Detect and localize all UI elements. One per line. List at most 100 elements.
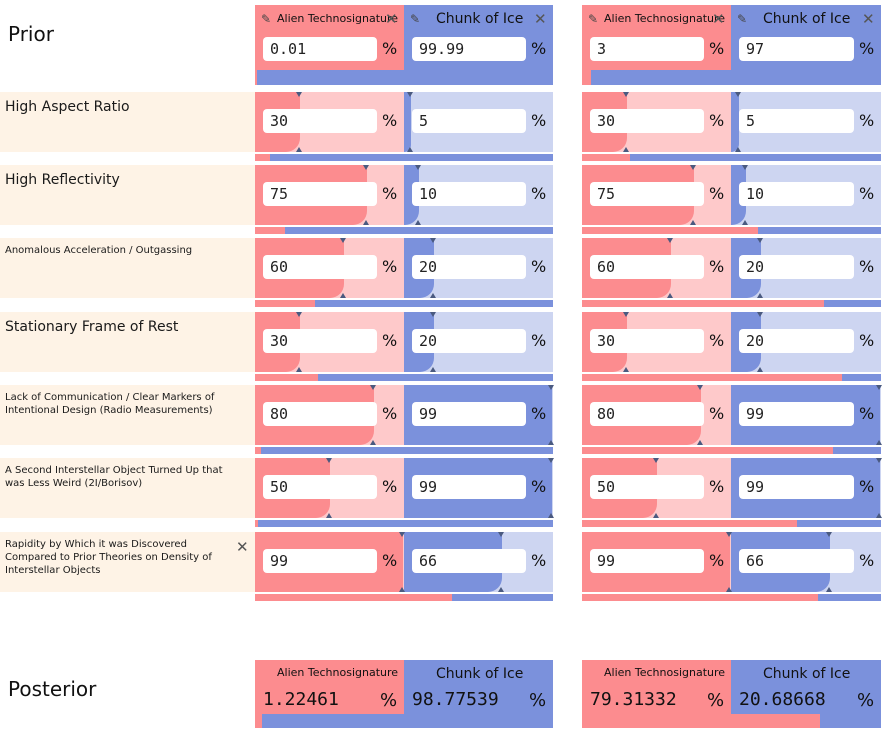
slider-handle[interactable] <box>498 587 505 592</box>
likelihood-h2-input[interactable]: 99 <box>739 475 854 499</box>
likelihood-h2-input[interactable]: 20 <box>739 329 854 353</box>
slider-handle[interactable] <box>742 220 748 225</box>
prior-h1-input[interactable]: 3 <box>590 37 704 61</box>
slider-handle[interactable] <box>340 238 347 243</box>
slider-handle[interactable] <box>498 532 505 537</box>
close-icon[interactable]: ✕ <box>236 538 249 556</box>
slider-handle[interactable] <box>667 293 674 298</box>
slider-handle[interactable] <box>697 440 704 445</box>
slider-handle[interactable] <box>407 147 414 152</box>
slider-handle[interactable] <box>414 165 421 170</box>
likelihood-h1-input[interactable]: 60 <box>590 255 704 279</box>
close-icon[interactable]: ✕ <box>862 10 875 28</box>
running-posterior-bar <box>255 447 553 454</box>
pencil-icon[interactable]: ✎ <box>737 12 748 26</box>
slider-handle[interactable] <box>414 220 421 225</box>
prior-h1-input[interactable]: 0.01 <box>263 37 377 61</box>
likelihood-h1-input[interactable]: 80 <box>263 402 377 426</box>
likelihood-h2-input[interactable]: 66 <box>412 549 526 573</box>
likelihood-h2-input[interactable]: 66 <box>739 549 854 573</box>
slider-handle[interactable] <box>757 312 763 317</box>
likelihood-h2-input[interactable]: 5 <box>739 109 854 133</box>
likelihood-h2-input[interactable]: 10 <box>739 182 854 206</box>
slider-handle[interactable] <box>429 367 436 372</box>
slider-handle[interactable] <box>429 312 436 317</box>
slider-handle[interactable] <box>826 532 832 537</box>
slider-handle[interactable] <box>295 92 302 97</box>
slider-handle[interactable] <box>295 367 302 372</box>
slider-handle[interactable] <box>547 458 554 463</box>
slider-handle[interactable] <box>689 165 696 170</box>
slider-handle[interactable] <box>734 92 741 97</box>
likelihood-h1-input[interactable]: 99 <box>590 549 704 573</box>
slider-handle[interactable] <box>547 385 554 390</box>
slider-handle[interactable] <box>652 458 659 463</box>
slider-handle[interactable] <box>325 458 332 463</box>
likelihood-h2-input[interactable]: 5 <box>412 109 526 133</box>
slider-handle[interactable] <box>689 220 696 225</box>
slider-handle[interactable] <box>875 385 882 390</box>
slider-handle[interactable] <box>398 532 405 537</box>
slider-handle[interactable] <box>734 147 741 152</box>
close-icon[interactable]: ✕ <box>385 10 398 28</box>
likelihood-h1-input[interactable]: 60 <box>263 255 377 279</box>
slider-handle[interactable] <box>325 513 332 518</box>
slider-handle[interactable] <box>398 587 405 592</box>
likelihood-h1-input[interactable]: 99 <box>263 549 377 573</box>
slider-handle[interactable] <box>429 238 436 243</box>
slider-handle[interactable] <box>547 440 554 445</box>
slider-handle[interactable] <box>757 367 763 372</box>
slider-handle[interactable] <box>622 147 629 152</box>
likelihood-h1-input[interactable]: 30 <box>263 109 377 133</box>
slider-handle[interactable] <box>826 587 832 592</box>
slider-handle[interactable] <box>362 165 369 170</box>
slider-handle[interactable] <box>295 312 302 317</box>
slider-handle[interactable] <box>370 440 377 445</box>
likelihood-h2-input[interactable]: 99 <box>739 402 854 426</box>
likelihood-h1-input[interactable]: 50 <box>590 475 704 499</box>
likelihood-h1-input[interactable]: 75 <box>263 182 377 206</box>
slider-handle[interactable] <box>875 513 882 518</box>
slider-handle[interactable] <box>725 587 732 592</box>
slider-handle[interactable] <box>875 440 882 445</box>
likelihood-h2-input[interactable]: 20 <box>412 255 526 279</box>
percent-sign: % <box>382 404 398 423</box>
slider-handle[interactable] <box>407 92 414 97</box>
slider-handle[interactable] <box>362 220 369 225</box>
slider-handle[interactable] <box>652 513 659 518</box>
likelihood-h1-input[interactable]: 80 <box>590 402 704 426</box>
slider-handle[interactable] <box>340 293 347 298</box>
close-icon[interactable]: ✕ <box>712 10 725 28</box>
likelihood-h2-input[interactable]: 20 <box>739 255 854 279</box>
slider-handle[interactable] <box>725 532 732 537</box>
likelihood-h2-input[interactable]: 99 <box>412 402 526 426</box>
pencil-icon[interactable]: ✎ <box>588 12 599 26</box>
prior-h2-input[interactable]: 97 <box>739 37 854 61</box>
pencil-icon[interactable]: ✎ <box>410 12 421 26</box>
prior-h2-input[interactable]: 99.99 <box>412 37 526 61</box>
slider-handle[interactable] <box>757 238 763 243</box>
evidence-label: A Second Interstellar Object Turned Up t… <box>5 465 223 489</box>
slider-handle[interactable] <box>742 165 748 170</box>
pencil-icon[interactable]: ✎ <box>261 12 272 26</box>
likelihood-h2-input[interactable]: 10 <box>412 182 526 206</box>
close-icon[interactable]: ✕ <box>534 10 547 28</box>
slider-handle[interactable] <box>622 312 629 317</box>
likelihood-h1-input[interactable]: 50 <box>263 475 377 499</box>
slider-handle[interactable] <box>757 293 763 298</box>
likelihood-h1-input[interactable]: 30 <box>590 329 704 353</box>
likelihood-h1-input[interactable]: 75 <box>590 182 704 206</box>
slider-handle[interactable] <box>370 385 377 390</box>
slider-handle[interactable] <box>429 293 436 298</box>
likelihood-h2-input[interactable]: 20 <box>412 329 526 353</box>
slider-handle[interactable] <box>622 367 629 372</box>
slider-handle[interactable] <box>875 458 882 463</box>
slider-handle[interactable] <box>697 385 704 390</box>
slider-handle[interactable] <box>547 513 554 518</box>
slider-handle[interactable] <box>622 92 629 97</box>
likelihood-h1-input[interactable]: 30 <box>590 109 704 133</box>
likelihood-h1-input[interactable]: 30 <box>263 329 377 353</box>
slider-handle[interactable] <box>295 147 302 152</box>
likelihood-h2-input[interactable]: 99 <box>412 475 526 499</box>
slider-handle[interactable] <box>667 238 674 243</box>
